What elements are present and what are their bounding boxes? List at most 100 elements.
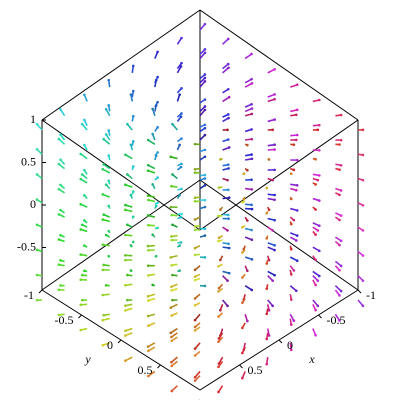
arrow-head: [219, 158, 222, 161]
arrow-head: [294, 188, 298, 192]
arrow-head: [35, 173, 39, 176]
y-tick-label: -1: [24, 288, 34, 302]
arrow-head: [124, 258, 127, 262]
arrow-head: [227, 146, 231, 149]
arrow-head: [79, 253, 83, 256]
arrow-head: [314, 208, 317, 211]
arrow-head: [83, 269, 86, 273]
arrow-head: [129, 269, 133, 272]
arrow-head: [289, 323, 293, 326]
arrow-head: [124, 153, 127, 157]
y-axis-label: y: [84, 352, 91, 366]
arrow-head: [295, 83, 299, 87]
x-tick-label: -1: [366, 288, 376, 302]
arrow-head: [250, 258, 254, 261]
arrow-head: [226, 188, 230, 192]
arrow-head: [170, 360, 173, 364]
arrow-head: [156, 75, 159, 79]
arrow-head: [169, 205, 173, 209]
arrow-head: [273, 97, 276, 101]
arrow-head: [180, 87, 183, 90]
arrow-head: [170, 213, 174, 217]
arrow-head: [295, 209, 299, 212]
arrow-head: [35, 223, 39, 227]
arrow-head: [217, 239, 220, 243]
arrow-head: [294, 113, 298, 117]
arrow-head: [227, 217, 230, 220]
arrow-head: [361, 128, 365, 132]
arrow-head: [316, 178, 320, 182]
arrow-head: [226, 229, 229, 232]
arrow-head: [289, 298, 293, 301]
arrow-head: [147, 324, 150, 328]
arrow-head: [107, 104, 111, 107]
arrow-head: [273, 198, 276, 202]
arrow-head: [169, 256, 173, 259]
arrow-head: [338, 168, 341, 171]
arrow-head: [227, 167, 230, 170]
arrow-head: [101, 318, 105, 322]
arrow-head: [178, 244, 181, 247]
arrow-head: [104, 283, 108, 287]
box-edge: [199, 9, 359, 121]
arrow-head: [203, 284, 207, 288]
arrow-head: [156, 151, 159, 154]
tick-mark: [357, 289, 362, 294]
arrow-head: [180, 112, 183, 115]
arrow-head: [361, 153, 365, 157]
arrow-head: [131, 89, 135, 93]
z-tick-label: 1: [30, 112, 36, 126]
arrow-head: [146, 345, 150, 348]
arrow-head: [124, 304, 127, 307]
arrow-head: [180, 137, 183, 140]
arrow-head: [271, 304, 274, 308]
arrow-head: [226, 138, 230, 141]
arrow-head: [79, 177, 83, 181]
arrow-head: [126, 273, 129, 277]
arrow-head: [107, 129, 111, 132]
arrow-head: [217, 236, 221, 240]
arrow-head: [203, 173, 207, 177]
arrow-head: [124, 359, 127, 363]
arrow-head: [295, 183, 299, 187]
arrow-head: [295, 158, 299, 162]
arrow-head: [193, 325, 197, 329]
arrow-head: [156, 201, 159, 205]
arrow-head: [193, 142, 197, 146]
arrow-head: [226, 213, 230, 217]
arrow-head: [147, 274, 150, 277]
arrow-head: [179, 65, 183, 68]
arrow-head: [250, 112, 254, 116]
arrow-head: [83, 194, 86, 197]
arrow-head: [273, 148, 276, 151]
arrow-head: [35, 273, 39, 277]
arrow-head: [314, 283, 317, 287]
arrow-head: [180, 187, 183, 191]
arrow-head: [151, 283, 154, 287]
arrow-head: [273, 243, 276, 247]
arrow-head: [79, 228, 83, 231]
arrow-head: [217, 186, 221, 189]
arrow-head: [292, 269, 296, 272]
arrow-head: [104, 133, 108, 136]
arrow-head: [227, 196, 231, 200]
arrow-head: [57, 162, 61, 166]
arrow-head: [80, 223, 84, 227]
arrow-head: [193, 218, 197, 221]
tick-mark: [157, 364, 161, 369]
y-tick-label: 0.5: [138, 363, 153, 377]
arrow-head: [273, 143, 276, 147]
arrow-head: [265, 211, 269, 215]
arrow-head: [101, 193, 105, 196]
arrow-head: [147, 223, 150, 227]
arrow-head: [317, 174, 321, 177]
arrow-head: [124, 334, 127, 337]
x-tick-label: 0.5: [248, 363, 263, 377]
arrow-head: [339, 239, 343, 243]
arrow: [125, 154, 133, 160]
arrow-head: [203, 123, 207, 127]
arrow-head: [180, 36, 183, 40]
arrow-head: [102, 313, 106, 317]
tick-mark: [38, 289, 43, 294]
